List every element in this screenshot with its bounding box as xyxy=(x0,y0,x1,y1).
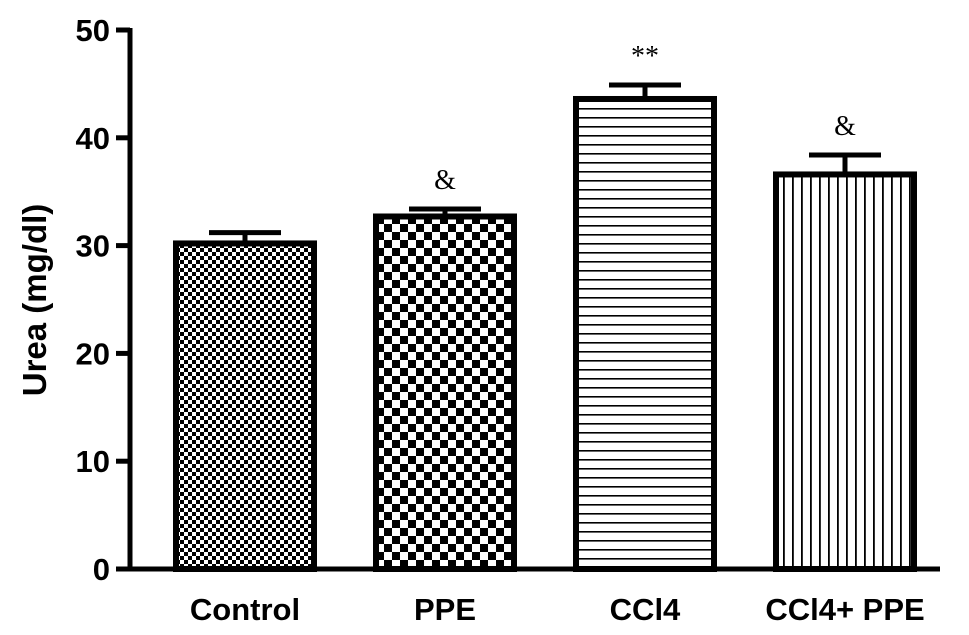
x-category-label: Control xyxy=(190,592,300,627)
significance-mark: & xyxy=(834,111,856,142)
y-tick-label: 10 xyxy=(76,444,110,479)
significance-mark: & xyxy=(434,165,456,196)
bar-1 xyxy=(373,213,517,573)
y-axis-ticks: 0 10 20 30 40 50 xyxy=(76,13,130,587)
bars xyxy=(173,95,917,573)
x-axis-category-labels: Control PPE CCl4 CCl4+ PPE xyxy=(190,592,925,627)
y-tick-label: 40 xyxy=(76,121,110,156)
error-bars xyxy=(209,82,881,244)
significance-mark: ** xyxy=(631,41,659,72)
x-category-label: CCl4+ PPE xyxy=(765,592,924,627)
x-category-label: PPE xyxy=(414,592,476,627)
y-tick-label: 0 xyxy=(93,552,110,587)
bar-0 xyxy=(173,240,317,572)
x-category-label: CCl4 xyxy=(610,592,681,627)
y-tick-label: 50 xyxy=(76,13,110,48)
y-tick-label: 30 xyxy=(76,229,110,264)
significance-annotations: & ** & xyxy=(434,41,856,196)
y-tick-label: 20 xyxy=(76,336,110,371)
bar-2 xyxy=(573,95,717,572)
bar-3 xyxy=(773,171,917,572)
y-axis-title: Urea (mg/dl) xyxy=(16,204,53,397)
